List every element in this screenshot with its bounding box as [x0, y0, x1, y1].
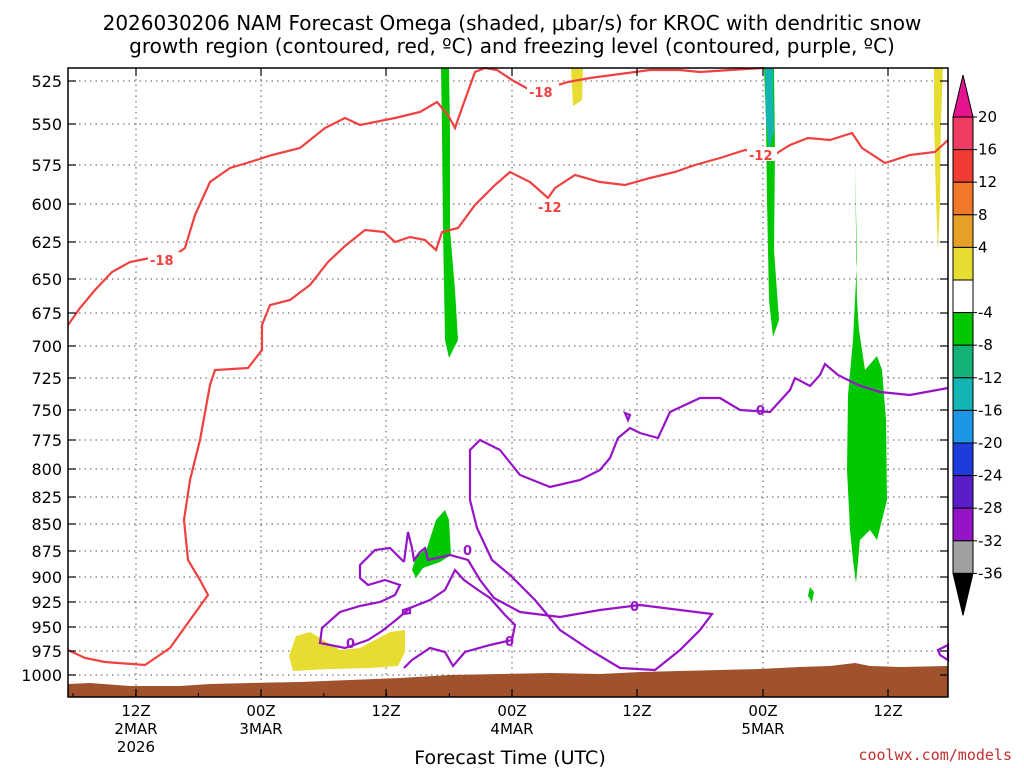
- axes: 525 550 575 600 625 650 675 700 725 750 775 800 825 8…: [21, 68, 948, 756]
- colorbar-segment: [952, 149, 974, 183]
- x-tick-label: 4MAR: [490, 720, 533, 738]
- freezing-contour: [401, 606, 412, 616]
- omega-shading: [289, 68, 943, 671]
- omega-sink-region: [934, 68, 943, 250]
- y-tick-label: 925: [31, 593, 62, 612]
- omega-lift-region: [847, 160, 887, 583]
- omega-lift-region: [441, 68, 458, 358]
- colorbar-segment: [952, 442, 974, 477]
- y-tick-label: 750: [31, 401, 62, 420]
- colorbar-segment: [952, 312, 974, 346]
- colorbar: 20 16 12 8 4 -4 -8 -12 -16 -20 -24 -28 -32 -36: [952, 74, 1003, 616]
- y-tick-label: 775: [31, 431, 62, 450]
- colorbar-label: 4: [978, 238, 988, 256]
- y-tick-label: 600: [31, 195, 62, 214]
- y-tick-label: 725: [31, 369, 62, 388]
- x-tick-label: 12Z: [121, 702, 150, 720]
- y-tick-label: 675: [31, 304, 62, 323]
- y-tick-label: 850: [31, 515, 62, 534]
- omega-lift-region: [765, 68, 774, 150]
- freezing-contour: [402, 362, 949, 672]
- y-tick-label: 800: [31, 460, 62, 479]
- y-tick-label: 1000: [21, 666, 62, 685]
- colorbar-label: -8: [978, 336, 993, 354]
- colorbar-segment: [952, 246, 974, 281]
- colorbar-segment: [952, 540, 974, 574]
- credit-text: coolwx.com/models: [858, 746, 1012, 764]
- y-tick-label: 950: [31, 618, 62, 637]
- colorbar-label: -28: [978, 499, 1003, 517]
- colorbar-label: 16: [978, 141, 997, 159]
- colorbar-segment: [952, 377, 974, 411]
- colorbar-label: -36: [978, 564, 1003, 582]
- x-tick-label: 12Z: [873, 702, 902, 720]
- colorbar-label: -24: [978, 467, 1003, 485]
- colorbar-label: -20: [978, 434, 1003, 452]
- dgz-label: -12: [538, 201, 562, 216]
- grid-lines: [68, 68, 948, 697]
- colorbar-segment: [952, 344, 974, 379]
- x-tick-label: 5MAR: [741, 720, 784, 738]
- omega-sink-region: [289, 630, 405, 671]
- x-tick-label: 12Z: [622, 702, 651, 720]
- x-tick-label: 00Z: [246, 702, 275, 720]
- freezing-contour: [622, 410, 632, 423]
- freezing-contour: [318, 546, 517, 669]
- x-tick-label: 12Z: [371, 702, 400, 720]
- freezing-label: 0: [505, 635, 514, 650]
- terrain-fill: [68, 663, 948, 697]
- y-tick-label: 900: [31, 568, 62, 587]
- colorbar-label: -12: [978, 369, 1003, 387]
- colorbar-segment: [952, 475, 974, 509]
- x-tick-label: 00Z: [497, 702, 526, 720]
- dgz-contour-warm: [67, 148, 775, 667]
- x-tick-label: 2MAR: [114, 720, 157, 738]
- y-tick-label: 525: [31, 72, 62, 91]
- freezing-label: 0: [630, 600, 639, 615]
- y-tick-label: 975: [31, 642, 62, 661]
- colorbar-segment: [952, 507, 974, 542]
- y-tick-label: 825: [31, 488, 62, 507]
- freezing-contours: [318, 362, 950, 672]
- y-tick-label: 650: [31, 270, 62, 289]
- contour-labels: -18 -18 -12 -12 0 0 0 0 0: [148, 84, 777, 652]
- y-tick-label: 700: [31, 337, 62, 356]
- plot-area: -18 -18 -12 -12 0 0 0 0 0 525 550 575 600 62…: [21, 66, 950, 756]
- colorbar-segment: [952, 409, 974, 444]
- x-axis-label: Forecast Time (UTC): [414, 747, 605, 768]
- colorbar-label: 12: [978, 173, 997, 191]
- y-tick-label: 550: [31, 115, 62, 134]
- colorbar-label: -32: [978, 532, 1003, 550]
- freezing-label: 0: [463, 544, 472, 559]
- omega-sink-region: [571, 68, 583, 106]
- x-tick-label: 00Z: [748, 702, 777, 720]
- omega-lift-region: [808, 587, 814, 602]
- colorbar-label: -4: [978, 304, 993, 322]
- colorbar-segment: [952, 181, 974, 216]
- y-tick-label: 625: [31, 233, 62, 252]
- colorbar-bottom-arrow: [952, 572, 974, 616]
- omega-lift-region: [412, 510, 451, 578]
- dgz-contour-cold: [773, 131, 949, 165]
- colorbar-segment: [952, 279, 974, 314]
- plot-frame: [67, 67, 949, 698]
- dgz-label: -18: [529, 86, 553, 101]
- colorbar-segment: [952, 214, 974, 248]
- chart-title-line2: growth region (contoured, red, ºC) and f…: [129, 34, 895, 58]
- colorbar-label: -16: [978, 401, 1003, 419]
- colorbar-label: 8: [978, 206, 988, 224]
- chart-title-line1: 2026030206 NAM Forecast Omega (shaded, μ…: [103, 11, 922, 35]
- colorbar-label: 20: [978, 108, 997, 126]
- x-tick-label: 3MAR: [239, 720, 282, 738]
- dgz-label: -18: [150, 254, 174, 269]
- dgz-label: -12: [749, 149, 773, 164]
- x-tick-label: 2026: [117, 738, 155, 756]
- y-tick-label: 875: [31, 542, 62, 561]
- freezing-label: 0: [346, 637, 355, 652]
- colorbar-segment: [952, 116, 974, 151]
- colorbar-top-arrow: [952, 74, 974, 118]
- freezing-label: 0: [756, 404, 765, 419]
- y-tick-label: 575: [31, 156, 62, 175]
